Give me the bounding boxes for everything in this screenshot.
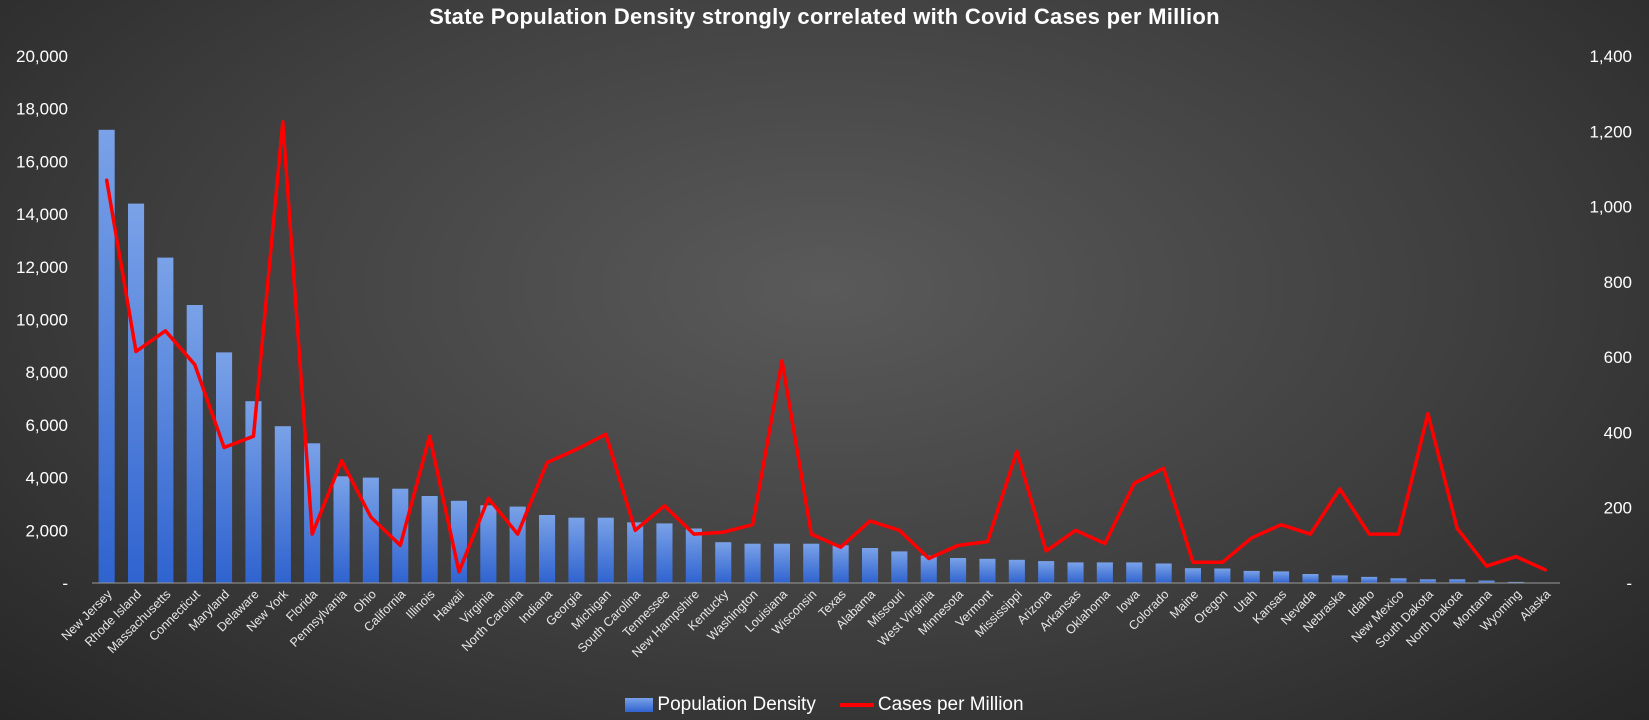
bar-missouri: [891, 551, 908, 583]
bar-arizona: [1038, 561, 1055, 583]
right-axis-tick-label: 1,200: [1589, 122, 1632, 141]
bar-virginia: [480, 505, 497, 583]
bar-kansas: [1273, 571, 1290, 583]
left-axis-tick-label: 2,000: [25, 521, 68, 540]
left-axis-tick-label: 10,000: [16, 311, 68, 330]
bar-minnesota: [950, 558, 967, 583]
bar-washington: [744, 543, 761, 583]
cases-per-million-line: [104, 120, 1548, 574]
left-axis-tick-label: 18,000: [16, 100, 68, 119]
bar-idaho: [1361, 576, 1378, 583]
legend-item-population-density: Population Density: [625, 694, 816, 716]
bar-west-virginia: [920, 555, 937, 583]
bar-mississippi: [1008, 559, 1025, 583]
right-axis-tick-label: 400: [1604, 423, 1632, 442]
left-axis-tick-label: 20,000: [16, 47, 68, 66]
bar-new-hampshire: [685, 528, 702, 583]
bar-wyoming: [1507, 581, 1524, 583]
bar-kentucky: [715, 542, 732, 583]
right-axis-tick-label: 800: [1604, 273, 1632, 292]
right-axis-tick-label: -: [1626, 574, 1632, 593]
legend: Population Density Cases per Million: [0, 694, 1649, 716]
bar-new-york: [274, 426, 291, 583]
bar-utah: [1243, 570, 1260, 583]
bar-illinois: [421, 496, 438, 583]
left-axis-tick-label: 4,000: [25, 469, 68, 488]
bar-alabama: [862, 548, 879, 583]
bar-connecticut: [186, 305, 203, 583]
right-axis-tick-label: 200: [1604, 499, 1632, 518]
bar-iowa: [1126, 562, 1143, 583]
category-label-alaska: Alaska: [1517, 587, 1553, 623]
left-axis-tick-label: 14,000: [16, 205, 68, 224]
bar-south-dakota: [1419, 579, 1436, 583]
bar-michigan: [597, 517, 614, 583]
bar-vermont: [979, 558, 996, 583]
bar-new-jersey: [98, 129, 115, 584]
bar-nevada: [1302, 574, 1319, 583]
bar-maryland: [216, 352, 233, 583]
bar-montana: [1478, 580, 1495, 583]
chart-title: State Population Density strongly correl…: [429, 4, 1220, 29]
bar-colorado: [1155, 563, 1172, 583]
bar-maine: [1184, 568, 1201, 583]
bar-new-mexico: [1390, 578, 1407, 583]
right-axis: - 200 400 600 800 1,000 1,200 1,400: [1589, 47, 1632, 593]
right-axis-tick-label: 1,000: [1589, 198, 1632, 217]
bar-louisiana: [773, 543, 790, 583]
legend-line-swatch: [839, 703, 874, 707]
bar-delaware: [245, 401, 262, 583]
bar-oregon: [1214, 568, 1231, 583]
bar-north-dakota: [1449, 579, 1466, 583]
bar-massachusetts: [157, 257, 174, 583]
bar-indiana: [539, 515, 556, 583]
left-axis-tick-label: -: [62, 574, 68, 593]
legend-label-cases-per-million: Cases per Million: [877, 694, 1024, 715]
bar-arkansas: [1067, 562, 1084, 583]
bar-series: [98, 129, 1554, 584]
bar-texas: [832, 545, 849, 583]
legend-label-population-density: Population Density: [657, 694, 816, 715]
left-axis-tick-label: 8,000: [25, 363, 68, 382]
left-axis-tick-label: 6,000: [25, 416, 68, 435]
left-axis-tick-label: 12,000: [16, 258, 68, 277]
bar-oklahoma: [1096, 562, 1113, 583]
right-axis-tick-label: 1,400: [1589, 47, 1632, 66]
bar-wisconsin: [803, 543, 820, 583]
legend-item-cases-per-million: Cases per Million: [839, 694, 1024, 716]
bar-nebraska: [1331, 575, 1348, 583]
legend-bar-swatch: [625, 698, 654, 712]
bar-california: [392, 488, 409, 583]
bar-ohio: [362, 477, 379, 583]
line-series: [104, 120, 1548, 574]
left-axis-tick-label: 16,000: [16, 152, 68, 171]
right-axis-tick-label: 600: [1604, 348, 1632, 367]
bar-south-carolina: [627, 522, 644, 583]
left-axis: - 2,000 4,000 6,000 8,000 10,000 12,000 14,000 1…: [16, 47, 68, 593]
bar-rhode-island: [128, 203, 145, 583]
bar-georgia: [568, 517, 585, 583]
bar-tennessee: [656, 523, 673, 583]
bar-pennsylvania: [333, 476, 350, 583]
